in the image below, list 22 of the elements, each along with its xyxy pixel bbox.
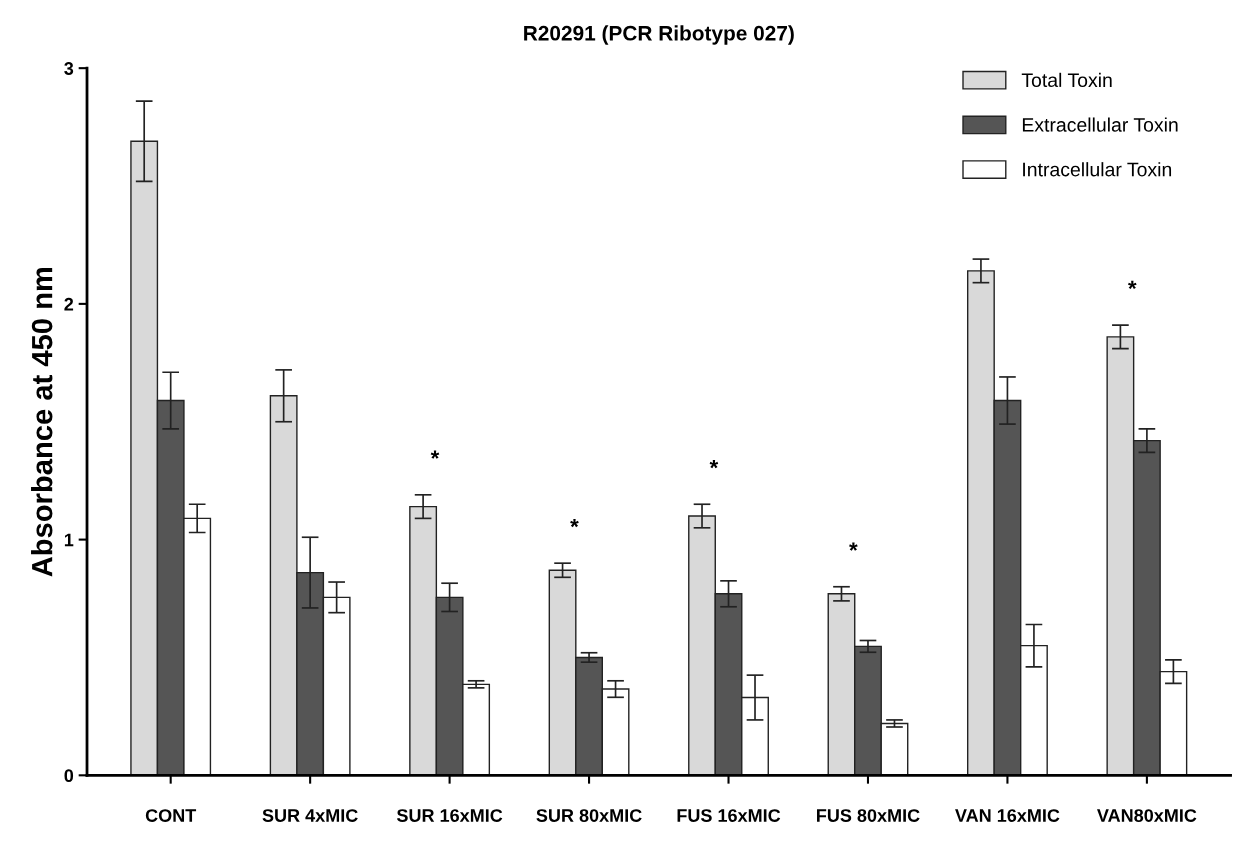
annotation: * [430,450,440,459]
x-tick-label: FUS 16xMIC [677,809,781,822]
x-tick-label: CONT [145,809,197,822]
legend-label: Extracellular Toxin [1022,117,1178,132]
y-tick-label: 1 [64,533,74,547]
x-tick-label: SUR 16xMIC [396,809,503,822]
y-tick-label: 3 [64,62,74,75]
annotation: * [849,542,858,551]
x-tick-label: SUR 4xMIC [262,809,358,822]
x-tick-label: VAN 16xMIC [955,809,1060,822]
y-tick-label: 2 [64,297,74,311]
y-tick-label: 0 [64,769,74,783]
x-tick-label: VAN80xMIC [1097,809,1197,822]
annotation: * [709,459,719,469]
x-tick-label: FUS 80xMIC [817,809,920,822]
y-axis-title: Absorbance at 450 nm [31,267,53,577]
annotation: * [1128,280,1137,290]
chart-title: R20291 (PCR Ribotype 027) [524,25,794,45]
x-tick-label: SUR 80xMIC [536,809,642,822]
legend-label: Intracellular Toxin [1023,162,1172,177]
annotation: * [570,518,579,528]
legend-label: Total Toxin [1021,72,1112,88]
